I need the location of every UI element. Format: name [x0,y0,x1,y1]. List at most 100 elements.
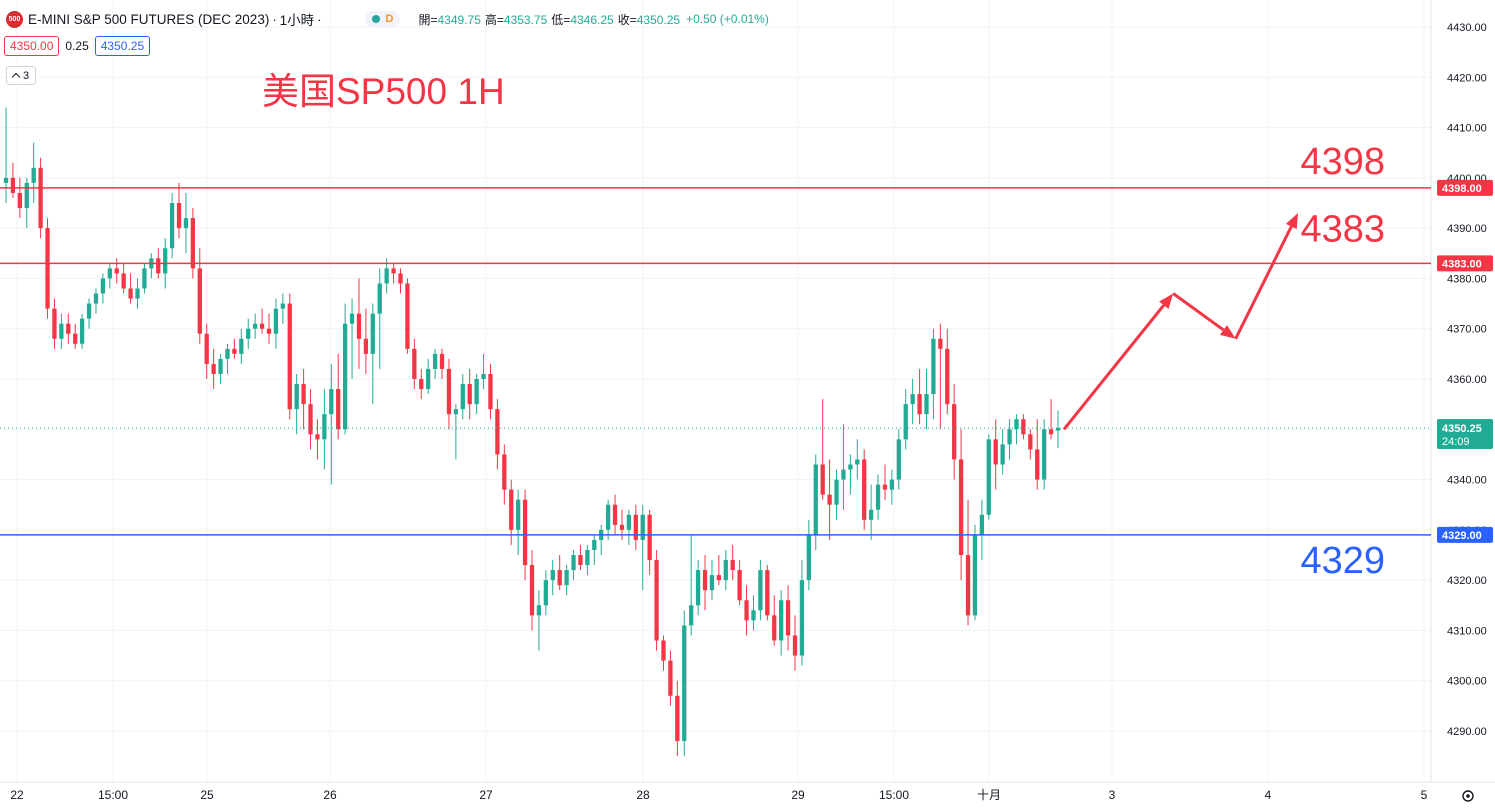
candle [862,449,867,530]
candle [246,318,251,349]
candle-body [516,499,521,530]
candle [100,273,106,304]
candle [910,379,915,425]
market-status[interactable]: D [364,11,401,27]
candle [882,464,888,500]
candle-body [626,514,632,530]
candle-body [474,379,479,405]
symbol-header[interactable]: 500 E-MINI S&P 500 FUTURES (DEC 2023) · … [6,9,769,29]
candle-body [924,394,929,415]
candle-body [772,615,777,641]
projection-arrow[interactable] [1172,292,1236,339]
candle [253,313,258,339]
resistance-2-price-label[interactable]: 4383.00 [1437,255,1493,272]
price-axis[interactable]: 4430.004420.004410.004400.004390.004380.… [1437,22,1493,738]
candle-body [875,484,881,510]
indicators-toggle-button[interactable]: 3 [6,66,36,85]
price-label-bg [1437,255,1493,272]
candle [675,680,680,757]
candle-body [294,384,299,410]
candle [827,459,832,540]
candle [702,555,708,611]
resistance-1-price-label[interactable]: 4398.00 [1437,179,1493,196]
candle-body [398,273,403,284]
candle-body [806,534,811,581]
candle [384,258,389,294]
price-label-bg [1437,526,1493,543]
symbol-title[interactable]: E-MINI S&P 500 FUTURES (DEC 2023) [28,11,270,27]
candle [135,278,140,309]
arrow-shaft [1234,225,1293,340]
candle [799,560,805,666]
projection-arrows[interactable] [1062,213,1298,431]
candle [958,429,964,581]
support-1-price-label[interactable]: 4329.00 [1437,526,1493,543]
quote-row: 4350.00 0.25 4350.25 [4,36,151,56]
candle [149,253,154,279]
candle [495,399,500,470]
sell-price-button[interactable]: 4350.00 [4,36,60,56]
candle [965,499,971,626]
candle-body [509,489,514,530]
candle [772,595,777,646]
candle [682,610,687,757]
separator-dot-icon: · [317,11,322,27]
price-tick-label: 4420.00 [1447,72,1487,84]
candle [647,509,652,576]
candle [432,348,438,379]
candle [86,298,92,329]
candle-body [10,177,16,193]
candle [1035,419,1040,490]
candle [723,549,728,591]
candle [308,389,313,450]
spread-value: 0.25 [65,39,89,53]
candle-body [689,605,694,626]
candle [834,469,839,520]
candle [571,549,576,581]
buy-price-button[interactable]: 4350.25 [94,36,151,56]
candle [169,192,175,259]
arrow-shaft [1062,304,1165,431]
candle-body [253,323,258,329]
candle-body [232,348,237,354]
projection-arrow[interactable] [1234,213,1298,340]
candle [232,338,237,359]
projection-arrow[interactable] [1062,293,1174,431]
candle [363,308,369,374]
gear-icon[interactable] [1462,790,1474,802]
candle-body [169,203,175,249]
candle-body [834,479,839,505]
candle [813,454,818,550]
horizontal-lines[interactable]: 4398 4383 4329 [0,141,1431,582]
candle-body [550,570,555,581]
candle-body [612,504,618,525]
candle-body [176,203,182,229]
candle-body [460,384,465,410]
candle [114,258,119,284]
candle-body [917,394,922,415]
candle-body [972,534,978,616]
candle-body [495,409,500,455]
candle [107,263,112,289]
candle [737,560,742,606]
candle-body [225,348,230,359]
price-label-text: 4383.00 [1442,258,1482,270]
candle [52,298,57,349]
candle-body [197,268,202,334]
candle [419,368,424,400]
candle [266,313,272,344]
candle [516,489,521,555]
candle [467,368,472,420]
candle-body [1007,429,1012,445]
candle [315,419,320,460]
chart-title: 美国SP500 1H [262,71,505,112]
candle [868,484,874,540]
time-axis[interactable]: 22 15:00 25 26 27 28 29 15:00 十月 3 4 5 [10,788,1474,802]
candle-body [799,580,805,656]
candles [3,107,1061,757]
interval-label[interactable]: 1小時 [279,13,315,28]
candle-body [779,600,784,641]
candle-body [391,268,396,274]
